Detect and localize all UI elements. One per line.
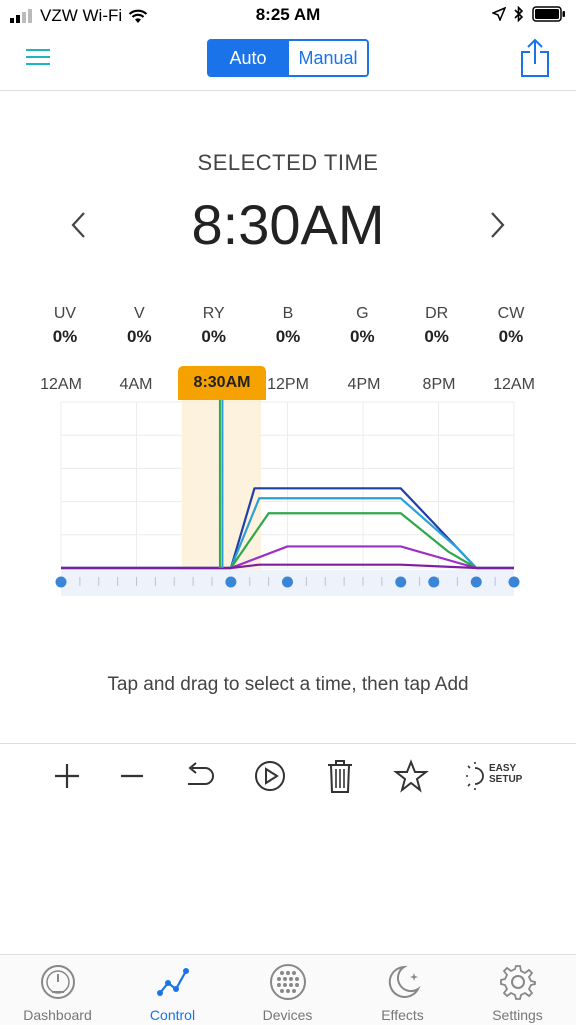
easy-setup-label-1: EASY xyxy=(489,763,517,774)
channel-readouts: UV 0% V 0% RY 0% B 0% G 0% DR 0% CW 0% xyxy=(30,305,546,349)
status-bar: VZW Wi-Fi 8:25 AM xyxy=(0,0,576,32)
timeline-point xyxy=(470,576,482,588)
trash-icon[interactable] xyxy=(320,756,360,796)
cellular-signal-icon xyxy=(10,9,32,23)
selected-time-value: 8:30AM xyxy=(191,193,385,256)
selected-time-label: SELECTED TIME xyxy=(197,150,379,175)
status-time: 8:25 AM xyxy=(255,5,321,24)
undo-icon[interactable] xyxy=(180,756,220,796)
timeline-point xyxy=(395,576,407,588)
tab-effects-label: Effects xyxy=(381,1007,424,1023)
axis-label-12pm: 12PM xyxy=(267,376,309,393)
axis-label-8pm: 8PM xyxy=(422,376,456,393)
chevron-left-icon[interactable] xyxy=(64,205,94,245)
tab-devices[interactable]: Devices xyxy=(230,955,345,1025)
tab-dashboard-label: Dashboard xyxy=(23,1007,92,1023)
chart-grid xyxy=(60,401,515,569)
axis-label-4am: 4AM xyxy=(119,376,153,393)
channel-cw: CW 0% xyxy=(497,305,525,346)
battery-icon xyxy=(532,6,565,22)
bottom-tab-bar: Dashboard Control Devices Effects xyxy=(0,954,576,1025)
control-graph-icon xyxy=(157,968,189,996)
channel-v: V 0% xyxy=(127,305,152,346)
tab-control[interactable]: Control xyxy=(115,955,230,1025)
location-arrow-icon xyxy=(492,7,506,21)
add-point-icon[interactable] xyxy=(47,756,87,796)
timeline-point xyxy=(55,576,67,588)
status-right xyxy=(492,6,566,22)
axis-label-12am-end: 12AM xyxy=(493,376,535,393)
easy-setup-button[interactable]: EASY SETUP xyxy=(466,760,526,794)
selected-time-line[interactable] xyxy=(218,400,224,568)
easy-setup-label-2: SETUP xyxy=(489,774,523,785)
axis-label-12am-start: 12AM xyxy=(40,376,82,393)
channel-dr: DR 0% xyxy=(424,305,449,346)
bluetooth-icon xyxy=(514,6,524,22)
easy-setup-sun-icon xyxy=(466,762,484,790)
mode-toggle: Auto Manual xyxy=(207,39,369,77)
channel-ry: RY 0% xyxy=(201,305,226,346)
share-icon[interactable] xyxy=(520,38,550,78)
chevron-right-icon[interactable] xyxy=(482,205,512,245)
status-left: VZW Wi-Fi xyxy=(10,6,148,26)
channel-b: B 0% xyxy=(275,305,301,346)
tab-effects[interactable]: Effects xyxy=(345,955,460,1025)
hamburger-menu-icon[interactable] xyxy=(26,47,50,67)
series-line-4 xyxy=(61,563,514,570)
effects-moon-icon xyxy=(388,965,421,998)
timeline-point xyxy=(282,576,293,588)
chart-series xyxy=(61,487,514,570)
settings-gear-icon xyxy=(500,965,536,1000)
tab-dashboard[interactable]: Dashboard xyxy=(0,955,115,1025)
timeline-point xyxy=(225,576,237,588)
instruction-hint: Tap and drag to select a time, then tap … xyxy=(107,674,469,695)
channel-g: G 0% xyxy=(350,305,375,346)
favorite-star-icon[interactable] xyxy=(391,756,431,796)
selected-time-marker-label[interactable]: 8:30AM xyxy=(178,366,266,400)
top-header: Auto Manual xyxy=(0,32,576,91)
wifi-icon xyxy=(128,9,148,23)
tab-settings-label: Settings xyxy=(492,1007,543,1023)
timeline-points xyxy=(55,576,520,588)
play-preview-icon[interactable] xyxy=(250,756,290,796)
tab-settings[interactable]: Settings xyxy=(460,955,575,1025)
dashboard-gauge-icon xyxy=(41,965,75,999)
timeline-point xyxy=(508,576,520,588)
devices-dots-icon xyxy=(270,964,306,1000)
mode-auto-button[interactable]: Auto xyxy=(209,41,287,75)
carrier-label: VZW Wi-Fi xyxy=(40,6,123,25)
edit-toolbar: EASY SETUP xyxy=(0,743,576,806)
mode-manual-button[interactable]: Manual xyxy=(287,41,367,75)
lighting-schedule-chart[interactable] xyxy=(0,400,576,600)
axis-label-4pm: 4PM xyxy=(347,376,381,393)
tab-devices-label: Devices xyxy=(262,1007,313,1023)
remove-point-icon[interactable] xyxy=(112,756,152,796)
timeline-point xyxy=(428,576,440,588)
channel-uv: UV 0% xyxy=(52,305,78,346)
tab-control-label: Control xyxy=(149,1007,196,1023)
